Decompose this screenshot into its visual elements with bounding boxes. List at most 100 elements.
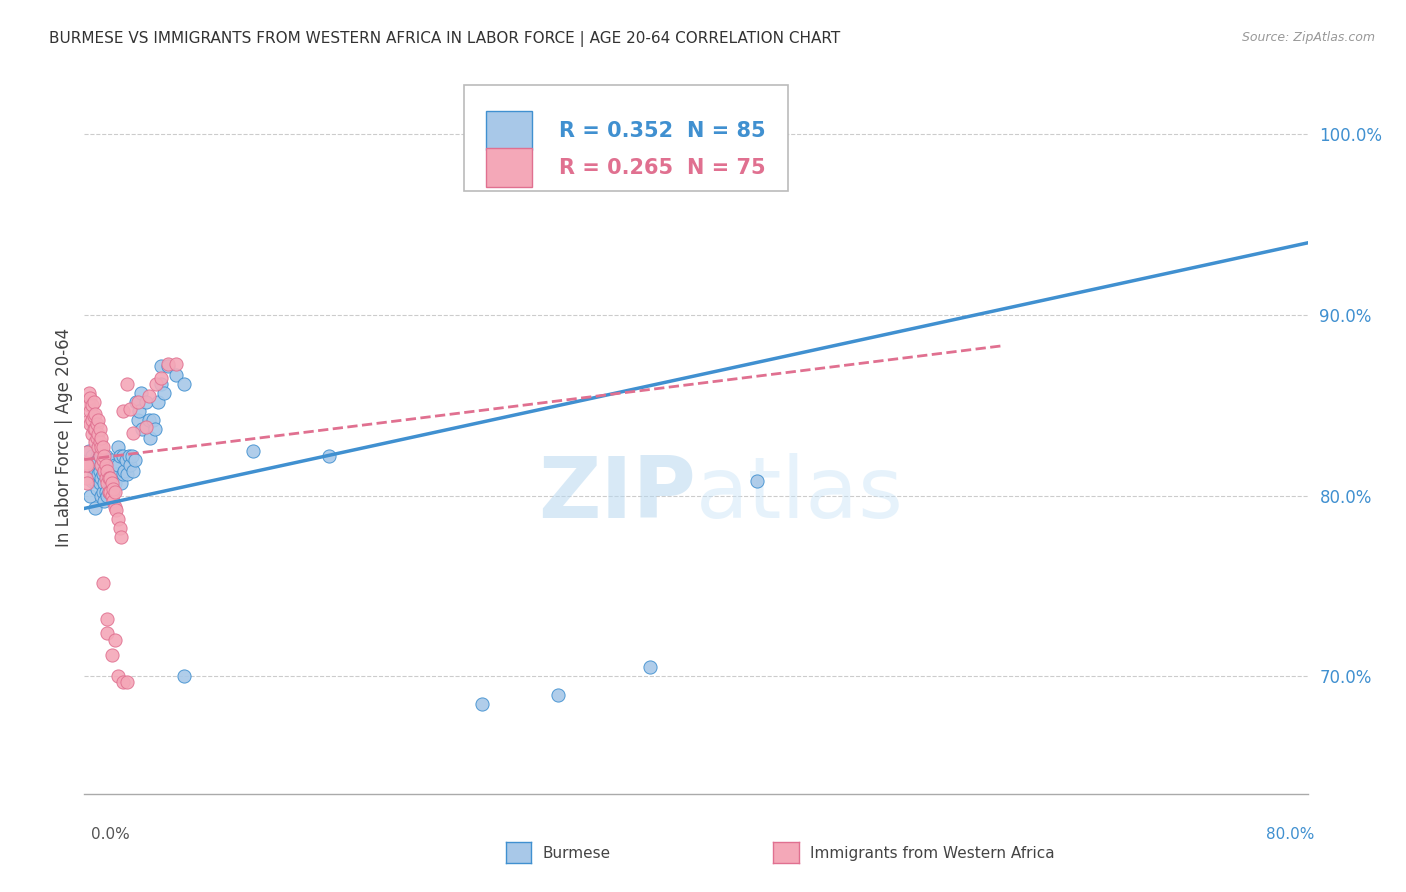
Point [84, 501, 107, 516]
Point [89, 434, 111, 449]
Point [93, 476, 115, 491]
Point [107, 512, 129, 526]
Point [93, 494, 115, 508]
Point [135, 395, 157, 409]
Point [79, 489, 101, 503]
Point [638, 660, 661, 674]
Point [86, 449, 108, 463]
Text: ZIP: ZIP [538, 452, 696, 536]
Point [98, 471, 121, 485]
Point [87, 442, 110, 456]
Point [89, 463, 111, 477]
Text: atlas: atlas [696, 452, 904, 536]
Point [97, 463, 120, 477]
Point [173, 669, 195, 683]
Point [90, 471, 112, 485]
Point [80, 475, 103, 489]
Point [122, 463, 145, 477]
Point [318, 449, 340, 463]
Point [89, 476, 111, 491]
Point [138, 413, 160, 427]
Point [90, 458, 112, 472]
Point [153, 385, 176, 400]
Point [76, 476, 98, 491]
Point [103, 467, 125, 482]
Point [129, 385, 152, 400]
Point [139, 431, 162, 445]
Point [84, 408, 107, 422]
Point [98, 476, 121, 491]
Point [97, 485, 120, 500]
Point [101, 471, 124, 485]
Point [86, 471, 108, 485]
Point [110, 530, 132, 544]
Point [111, 674, 134, 689]
Point [165, 357, 187, 371]
Point [101, 452, 124, 467]
Point [103, 482, 125, 496]
Point [83, 456, 105, 470]
Point [547, 688, 569, 702]
Point [79, 404, 101, 418]
Point [173, 376, 195, 391]
Point [80, 427, 103, 442]
Point [110, 476, 132, 491]
Point [165, 368, 187, 382]
Point [84, 434, 107, 449]
Point [89, 449, 111, 463]
Text: R = 0.265: R = 0.265 [560, 158, 673, 178]
Point [90, 445, 112, 459]
Point [79, 417, 101, 431]
Point [108, 521, 131, 535]
Point [84, 475, 107, 489]
Point [104, 485, 127, 500]
Text: N = 75: N = 75 [688, 158, 766, 178]
Point [91, 452, 114, 467]
Point [96, 452, 118, 467]
Point [91, 575, 114, 590]
Point [111, 449, 134, 463]
Point [103, 485, 125, 500]
Point [75, 456, 97, 470]
Point [76, 445, 98, 459]
Point [115, 467, 138, 482]
Point [77, 413, 100, 427]
Point [149, 376, 172, 391]
Point [157, 357, 180, 371]
Point [149, 371, 172, 385]
Point [98, 485, 121, 500]
Point [97, 485, 120, 500]
Point [112, 463, 135, 477]
Point [103, 494, 125, 508]
Point [77, 385, 100, 400]
Point [142, 413, 165, 427]
Point [111, 467, 134, 482]
Point [104, 500, 127, 514]
Point [90, 440, 112, 454]
Point [107, 440, 129, 454]
Point [87, 427, 110, 442]
Point [138, 389, 160, 403]
Point [80, 449, 103, 463]
Point [89, 422, 111, 436]
Point [80, 399, 103, 413]
Point [127, 395, 149, 409]
Point [75, 471, 97, 485]
Point [120, 402, 142, 417]
Point [94, 458, 117, 472]
Y-axis label: In Labor Force | Age 20-64: In Labor Force | Age 20-64 [55, 327, 73, 547]
Text: N = 85: N = 85 [688, 120, 766, 141]
Point [87, 467, 110, 482]
Point [94, 485, 117, 500]
Point [128, 404, 150, 418]
Point [87, 413, 110, 427]
Point [145, 376, 167, 391]
Point [89, 449, 111, 463]
Point [111, 404, 134, 418]
Point [115, 376, 138, 391]
Point [83, 467, 105, 482]
Point [157, 359, 180, 373]
Point [146, 395, 169, 409]
Point [86, 482, 108, 496]
Point [96, 612, 118, 626]
